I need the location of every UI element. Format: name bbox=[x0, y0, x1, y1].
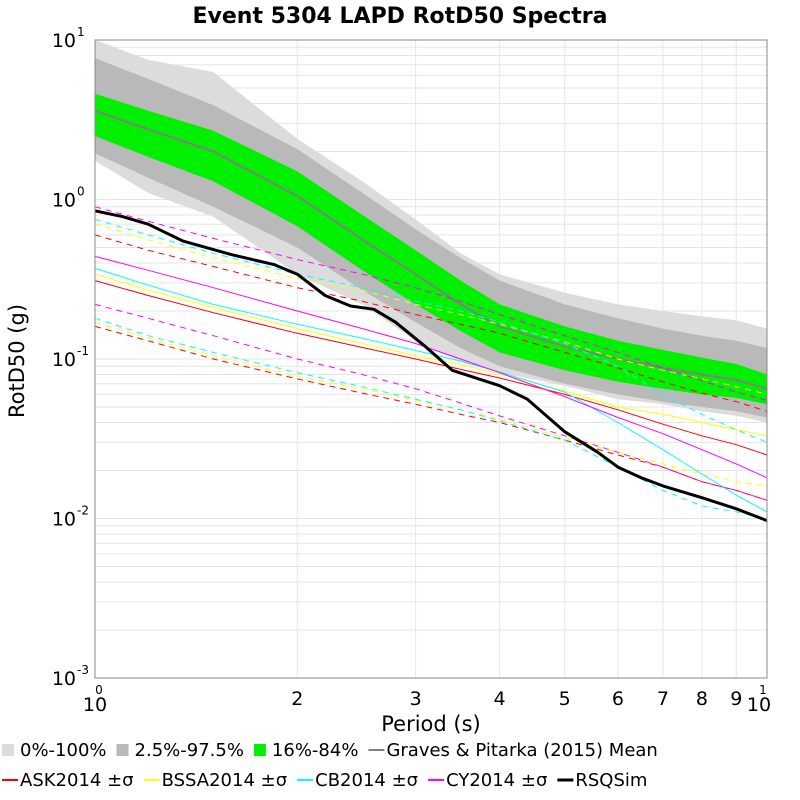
band-2-5-97-5 bbox=[95, 58, 767, 418]
legend-item-bssa2014: BSSA2014 ±σ bbox=[143, 770, 288, 791]
x-tick-label: 7 bbox=[657, 688, 669, 710]
x-tick-label: 2 bbox=[291, 688, 303, 710]
band-16-84 bbox=[95, 93, 767, 405]
legend: 0%-100% 2.5%-97.5% 16%-84% Graves & Pitarka… bbox=[2, 740, 658, 791]
legend-swatch bbox=[253, 744, 266, 756]
chart-title: Event 5304 LAPD RotD50 Spectra bbox=[193, 4, 608, 29]
series-cb2014 bbox=[94, 218, 768, 443]
x-tick-exponent: 1 bbox=[759, 683, 767, 697]
series-graves-pitarka-2015-mean bbox=[94, 109, 768, 390]
y-tick-base: 10 bbox=[52, 349, 76, 371]
series-lines bbox=[94, 109, 768, 523]
percentile-bands bbox=[95, 40, 767, 423]
legend-label: CB2014 ±σ bbox=[315, 770, 418, 791]
x-tick-label: 9 bbox=[730, 688, 742, 710]
x-tick-5: 5 bbox=[559, 688, 571, 710]
legend-item-0-100: 0%-100% bbox=[2, 740, 107, 761]
y-tick-exponent: -1 bbox=[77, 344, 89, 358]
series-ask2014 bbox=[94, 234, 768, 412]
legend-label: RSQSim bbox=[575, 770, 647, 791]
y-axis-label: RotD50 (g) bbox=[5, 304, 29, 418]
x-tick-label: 3 bbox=[410, 688, 422, 710]
x-tick-10: 101 bbox=[747, 683, 771, 716]
y-tick-base: 10 bbox=[52, 190, 76, 212]
x-axis-label: Period (s) bbox=[381, 712, 480, 736]
series-cb2014 bbox=[94, 317, 768, 519]
x-tick-label: 4 bbox=[494, 688, 506, 710]
x-tick-8: 8 bbox=[696, 688, 708, 710]
series-cb2014 bbox=[94, 267, 768, 513]
legend-item-cy2014: CY2014 ±σ bbox=[428, 770, 547, 791]
x-tick-2: 2 bbox=[291, 688, 303, 710]
y-tick-base: 10 bbox=[52, 30, 76, 52]
y-tick-base: 10 bbox=[52, 509, 76, 531]
x-tick-label: 5 bbox=[559, 688, 571, 710]
legend-label: CY2014 ±σ bbox=[446, 770, 547, 791]
y-tick-exponent: -2 bbox=[77, 504, 89, 518]
legend-item-rsqsim: RSQSim bbox=[557, 770, 647, 791]
legend-label: ASK2014 ±σ bbox=[20, 770, 134, 791]
x-tick-base: 10 bbox=[83, 694, 107, 716]
series-ask2014 bbox=[94, 280, 768, 456]
x-tick-1: 100 bbox=[83, 683, 107, 716]
legend-swatch bbox=[116, 744, 129, 756]
legend-item-ask2014: ASK2014 ±σ bbox=[2, 770, 134, 791]
series-cy2014 bbox=[94, 255, 768, 479]
series-bssa2014 bbox=[94, 273, 768, 437]
x-tick-exponent: 0 bbox=[95, 683, 103, 697]
series-ask2014 bbox=[94, 325, 768, 501]
y-tick--1: 10 -1 bbox=[52, 344, 89, 371]
x-tick-7: 7 bbox=[657, 688, 669, 710]
x-tick-label: 6 bbox=[612, 688, 624, 710]
legend-swatch bbox=[2, 744, 14, 756]
grid bbox=[95, 40, 767, 679]
x-tick-6: 6 bbox=[612, 688, 624, 710]
y-tick-exponent: 1 bbox=[77, 25, 85, 39]
y-tick-1: 10 1 bbox=[52, 25, 85, 52]
legend-label: Graves & Pitarka (2015) Mean bbox=[386, 740, 657, 761]
legend-label: BSSA2014 ±σ bbox=[162, 770, 288, 791]
legend-item-graves-pitarka-2015-mean: Graves & Pitarka (2015) Mean bbox=[368, 740, 658, 761]
legend-item-cb2014: CB2014 ±σ bbox=[297, 770, 418, 791]
x-tick-base: 10 bbox=[747, 694, 771, 716]
plot-frame bbox=[94, 39, 768, 679]
x-tick-4: 4 bbox=[494, 688, 506, 710]
y-tick--2: 10 -2 bbox=[52, 504, 89, 531]
y-tick--3: 10 -3 bbox=[52, 663, 89, 690]
legend-label: 16%-84% bbox=[272, 740, 359, 761]
legend-label: 0%-100% bbox=[20, 740, 107, 761]
y-tick-base: 10 bbox=[52, 668, 76, 690]
x-tick-9: 9 bbox=[730, 688, 742, 710]
series-rsqsim bbox=[94, 209, 768, 523]
y-tick-0: 10 0 bbox=[52, 185, 85, 212]
series-bssa2014 bbox=[94, 321, 768, 487]
series-cy2014 bbox=[94, 206, 768, 401]
series-cy2014 bbox=[94, 303, 768, 501]
series-bssa2014 bbox=[94, 223, 768, 395]
legend-item-16-84: 16%-84% bbox=[253, 740, 359, 761]
y-tick-exponent: 0 bbox=[77, 185, 85, 199]
x-tick-label: 8 bbox=[696, 688, 708, 710]
legend-item-2-5-97-5: 2.5%-97.5% bbox=[116, 740, 244, 761]
y-tick-exponent: -3 bbox=[77, 663, 89, 677]
legend-label: 2.5%-97.5% bbox=[135, 740, 244, 761]
x-tick-labels: 100 2 3 4 5 6 7 8 9 101 bbox=[83, 683, 771, 716]
x-tick-3: 3 bbox=[410, 688, 422, 710]
